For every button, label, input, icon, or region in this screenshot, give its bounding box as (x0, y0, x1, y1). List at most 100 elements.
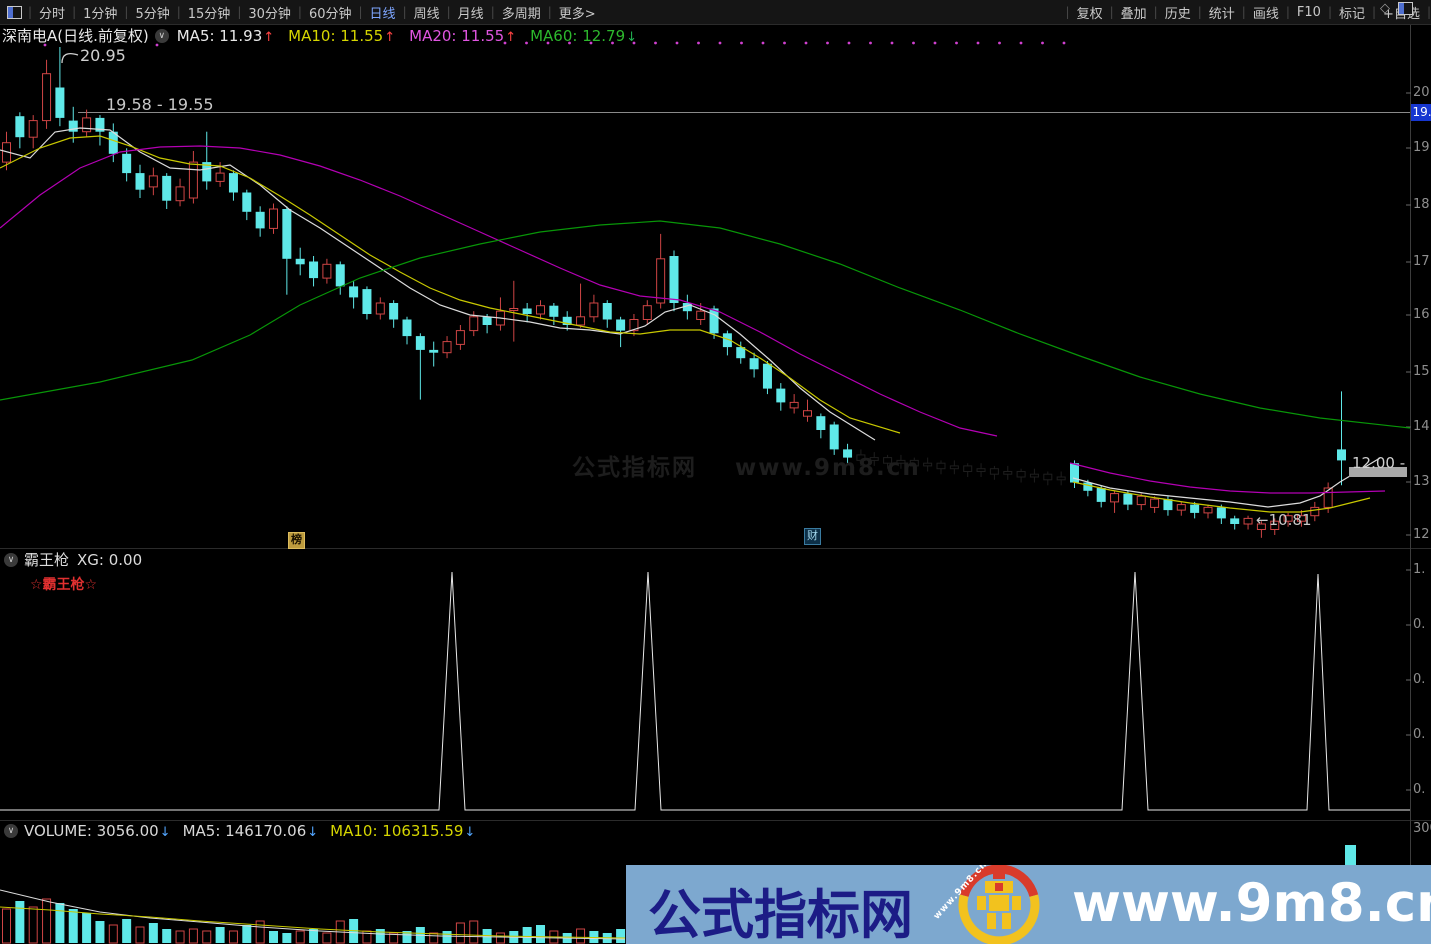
menu-separator: | (547, 5, 552, 19)
volume-panel-header: ∨ VOLUME: 3056.00↓ MA5: 146170.06↓ MA10: 1… (4, 822, 487, 840)
menu-item-历史[interactable]: 历史 (1164, 6, 1191, 22)
menu-separator: | (446, 5, 451, 19)
menu-separator: | (1327, 5, 1332, 19)
range-price-label: 19.58 - 19.55 (106, 95, 214, 114)
menu-separator: | (1241, 5, 1246, 19)
title-bar-icons: ◇ (1380, 1, 1413, 16)
ma-label-text: MA5: 11.93 (176, 26, 263, 45)
menu-separator: | (72, 5, 77, 19)
indicator-axis-label: 0. (1413, 782, 1426, 797)
menu-item-统计[interactable]: 统计 (1208, 6, 1235, 22)
price-axis-tag: 19. (1411, 104, 1431, 121)
chevron-down-icon[interactable]: ∨ (4, 824, 18, 838)
up-arrow-icon: ↑ (263, 29, 275, 45)
banner-url: www.9m8.cn (1072, 873, 1431, 934)
event-tag-cai[interactable]: 财 (804, 528, 821, 545)
period-menu: | 分时 | 1分钟 | 5分钟 | 15分钟 | 30分钟 | 60分钟 | 日线 | 周线 | 月线 | 多周期 |… (0, 0, 603, 24)
menu-item-复权[interactable]: 复权 (1076, 6, 1103, 22)
volume-label: VOLUME: 3056.00↓ (24, 822, 171, 840)
lowest-price-label: ←10.81 (1256, 511, 1312, 529)
chevron-down-icon[interactable]: ∨ (154, 28, 169, 43)
menu-separator: | (1065, 5, 1070, 19)
menu-separator: | (124, 5, 129, 19)
menu-item-1分钟[interactable]: 1分钟 (83, 6, 118, 22)
indicator-name[interactable]: 霸王枪 (24, 551, 70, 569)
chevron-down-icon[interactable]: ∨ (4, 552, 18, 567)
volume-axis-label: 300 (1413, 821, 1431, 836)
ma-label: MA20: 11.55↑ (409, 27, 516, 45)
price-axis-label: 19 (1413, 140, 1430, 155)
up-arrow-icon: ↑ (384, 29, 396, 45)
menu-item-画线[interactable]: 画线 (1252, 6, 1279, 22)
volume-label-text: VOLUME: 3056.00 (24, 822, 159, 840)
menu-item-多周期[interactable]: 多周期 (501, 6, 541, 22)
ma-label-text: MA10: 11.55 (288, 26, 384, 45)
down-arrow-icon: ↓ (307, 825, 319, 840)
ma-label: MA10: 11.55↑ (288, 27, 395, 45)
menu-item-周线[interactable]: 周线 (413, 6, 440, 22)
menu-separator: | (358, 5, 363, 19)
price-axis-label: 20 (1413, 85, 1430, 100)
menu-separator: | (1426, 5, 1431, 19)
indicator-axis-label: 0. (1413, 672, 1426, 687)
menu-separator: | (1197, 5, 1202, 19)
menu-item-15分钟[interactable]: 15分钟 (187, 6, 231, 22)
volume-label-text: MA10: 106315.59 (330, 822, 464, 840)
indicator-axis-label: 0. (1413, 727, 1426, 742)
menu-item-月线[interactable]: 月线 (457, 6, 484, 22)
price-axis-label: 14 (1413, 419, 1430, 434)
diamond-icon[interactable]: ◇ (1380, 1, 1390, 16)
menu-item-日线[interactable]: 日线 (369, 6, 396, 22)
symbol-title: 深南电A(日线.前复权) (2, 27, 149, 45)
ma-label: MA60: 12.79↓ (530, 27, 637, 45)
menu-separator: | (490, 5, 495, 19)
menu-item-60分钟[interactable]: 60分钟 (308, 6, 352, 22)
recent-range-label: 12.00 - (1352, 454, 1406, 472)
watermark-banner: 公式指标网 www.9m8.cn www.9m8.cn (626, 865, 1431, 944)
menu-separator: | (176, 5, 181, 19)
ma-label-text: MA20: 11.55 (409, 26, 505, 45)
ma-label: MA5: 11.93↑ (177, 27, 274, 45)
price-axis-label: 16 (1413, 307, 1430, 322)
indicator-panel-header: ∨ 霸王枪 XG: 0.00 (4, 549, 142, 570)
menu-item-30分钟[interactable]: 30分钟 (248, 6, 291, 22)
ma-value-labels: MA5: 11.93↑ MA10: 11.55↑ MA20: 11.55↑ MA60:… (177, 27, 651, 45)
down-arrow-icon: ↓ (159, 825, 171, 840)
site-logo-icon (958, 865, 1040, 944)
chart-title-bar: 深南电A(日线.前复权) ∨ MA5: 11.93↑ MA10: 11.55↑ MA… (0, 25, 1431, 46)
up-arrow-icon: ↑ (505, 29, 517, 45)
indicator-axis-label: 0. (1413, 617, 1426, 632)
menu-separator: | (402, 5, 407, 19)
menu-separator: | (1372, 5, 1377, 19)
indicator-sub-label: ☆霸王枪☆ (30, 577, 98, 593)
down-arrow-icon: ↓ (626, 29, 638, 45)
down-arrow-icon: ↓ (464, 825, 476, 840)
menu-item-标记[interactable]: 标记 (1338, 6, 1365, 22)
menu-separator: | (1153, 5, 1158, 19)
high-arrow-icon (61, 52, 79, 64)
volume-value-labels: VOLUME: 3056.00↓ MA5: 146170.06↓ MA10: 106… (24, 822, 487, 840)
volume-label: MA5: 146170.06↓ (183, 822, 319, 840)
volume-label-text: MA5: 146170.06 (182, 822, 307, 840)
price-axis-label: 17 (1413, 254, 1430, 269)
menu-item-F10[interactable]: F10 (1296, 4, 1321, 20)
ma-label-text: MA60: 12.79 (530, 26, 626, 45)
event-tag-bang[interactable]: 榜 (288, 532, 305, 549)
price-axis-label: 15 (1413, 364, 1430, 379)
split-window-icon[interactable] (1398, 2, 1413, 15)
menu-separator: | (1285, 5, 1290, 19)
banner-site-name: 公式指标网 (648, 885, 913, 944)
menu-item-叠加[interactable]: 叠加 (1120, 6, 1147, 22)
price-axis-label: 12 (1413, 527, 1430, 542)
menu-item-分时[interactable]: 分时 (39, 6, 66, 22)
price-axis-label: 13 (1413, 474, 1430, 489)
volume-label: MA10: 106315.59↓ (330, 822, 475, 840)
highest-price-label: 20.95 (80, 46, 126, 65)
top-menu-bar: | 分时 | 1分钟 | 5分钟 | 15分钟 | 30分钟 | 60分钟 | 日线 | 周线 | 月线 | 多周期 |… (0, 0, 1431, 25)
menu-item-更多>[interactable]: 更多> (558, 6, 596, 22)
price-axis-label: 18 (1413, 197, 1430, 212)
faint-watermark: 公式指标网 www.9m8.cn (572, 455, 921, 481)
menu-item-5分钟[interactable]: 5分钟 (135, 6, 170, 22)
app-window-icon[interactable] (7, 5, 22, 19)
